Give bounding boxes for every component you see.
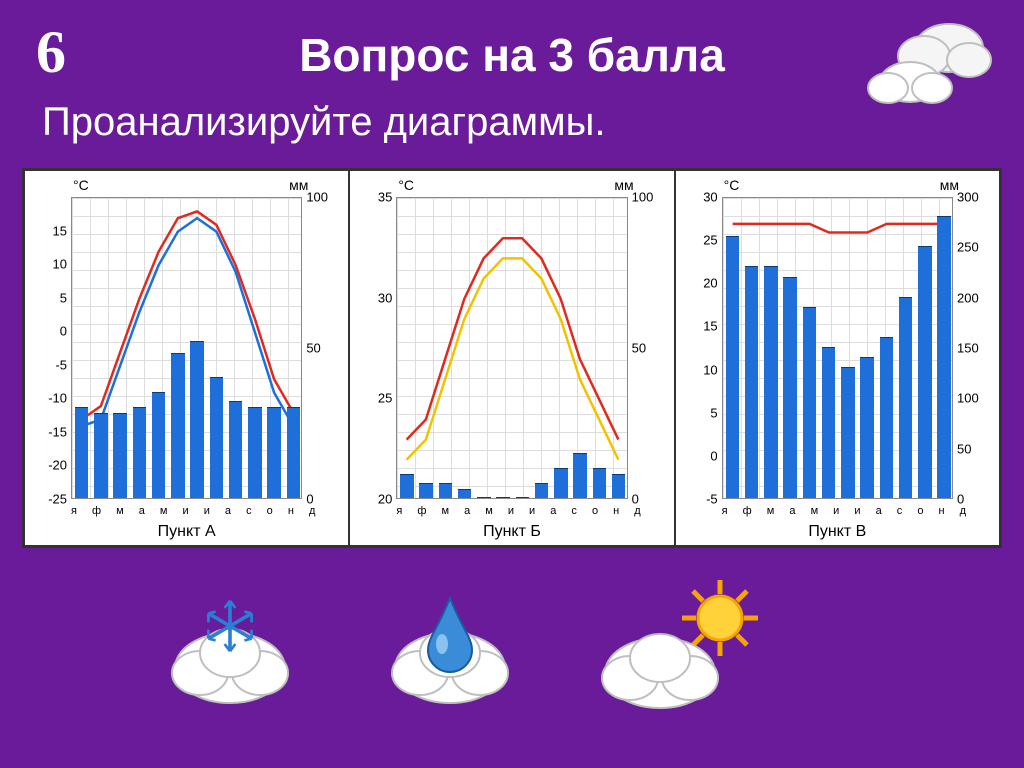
bar <box>171 353 184 498</box>
footer-icons <box>0 568 1024 738</box>
bar <box>918 246 931 498</box>
bar <box>880 337 893 498</box>
bar <box>496 497 509 498</box>
ytick-left: 20 <box>356 492 392 507</box>
ytick-right: 50 <box>632 341 668 356</box>
bar <box>133 407 146 498</box>
bar <box>190 341 203 498</box>
bar <box>803 307 816 498</box>
cloud-icon <box>854 10 994 115</box>
ytick-left: 15 <box>31 223 67 238</box>
bar <box>400 474 413 498</box>
ytick-left: 30 <box>682 190 718 205</box>
bar <box>152 392 165 498</box>
plot-a <box>71 197 302 499</box>
bar <box>94 413 107 498</box>
ytick-right: 100 <box>632 190 668 205</box>
ytick-right: 200 <box>957 290 993 305</box>
unit-temp-b: °C <box>398 177 414 193</box>
chart-a: °C мм я ф м а м и и а с о н д Пункт А -2… <box>24 170 349 546</box>
ytick-left: 5 <box>31 290 67 305</box>
bar <box>477 497 490 498</box>
bar <box>535 483 548 498</box>
ytick-right: 0 <box>632 492 668 507</box>
lines-layer <box>397 198 628 500</box>
ytick-left: 35 <box>356 190 392 205</box>
ytick-left: -20 <box>31 458 67 473</box>
bar <box>113 413 126 498</box>
xlabels-c: я ф м а м и и а с о н д <box>722 505 953 517</box>
ytick-left: -25 <box>31 492 67 507</box>
ytick-left: -5 <box>682 492 718 507</box>
ytick-left: 20 <box>682 276 718 291</box>
charts-panel: °C мм я ф м а м и и а с о н д Пункт А -2… <box>22 168 1002 548</box>
bar <box>937 216 950 498</box>
bar <box>75 407 88 498</box>
ytick-left: -10 <box>31 391 67 406</box>
chart-b: °C мм я ф м а м и и а с о н д Пункт Б 20… <box>349 170 674 546</box>
ytick-right: 100 <box>957 391 993 406</box>
xlabels-a: я ф м а м и и а с о н д <box>71 505 302 517</box>
ytick-right: 100 <box>306 190 342 205</box>
bar <box>248 407 261 498</box>
ytick-right: 250 <box>957 240 993 255</box>
bar <box>726 236 739 498</box>
bar <box>419 483 432 498</box>
bar <box>287 407 300 498</box>
ytick-right: 50 <box>306 341 342 356</box>
unit-temp-a: °C <box>73 177 89 193</box>
bar <box>764 266 777 498</box>
bar <box>899 297 912 498</box>
ytick-left: 15 <box>682 319 718 334</box>
caption-a: Пункт А <box>25 523 348 541</box>
bar <box>593 468 606 498</box>
bar <box>267 407 280 498</box>
bar <box>229 401 242 498</box>
xlabels-b: я ф м а м и и а с о н д <box>396 505 627 517</box>
ytick-left: -5 <box>31 357 67 372</box>
ytick-right: 300 <box>957 190 993 205</box>
ytick-left: 30 <box>356 290 392 305</box>
ytick-left: 10 <box>31 257 67 272</box>
ytick-left: 10 <box>682 362 718 377</box>
ytick-right: 50 <box>957 441 993 456</box>
caption-b: Пункт Б <box>350 523 673 541</box>
ytick-left: -15 <box>31 424 67 439</box>
bar <box>860 357 873 498</box>
ytick-left: 25 <box>356 391 392 406</box>
ytick-left: 25 <box>682 233 718 248</box>
ytick-left: 5 <box>682 405 718 420</box>
bar <box>822 347 835 498</box>
chart-c: °C мм я ф м а м и и а с о н д Пункт В -5… <box>675 170 1000 546</box>
caption-c: Пункт В <box>676 523 999 541</box>
ytick-right: 0 <box>957 492 993 507</box>
ytick-right: 0 <box>306 492 342 507</box>
bar <box>612 474 625 498</box>
plot-c <box>722 197 953 499</box>
bar <box>210 377 223 498</box>
bar <box>458 489 471 498</box>
bar <box>439 483 452 498</box>
ytick-right: 150 <box>957 341 993 356</box>
bar <box>573 453 586 498</box>
bar <box>554 468 567 498</box>
unit-temp-c: °C <box>724 177 740 193</box>
bar <box>783 277 796 498</box>
slide-subtitle: Проанализируйте диаграммы. <box>42 100 605 145</box>
ytick-left: 0 <box>682 448 718 463</box>
ytick-left: 0 <box>31 324 67 339</box>
plot-b <box>396 197 627 499</box>
bar <box>841 367 854 498</box>
bar <box>516 497 529 498</box>
bar <box>745 266 758 498</box>
